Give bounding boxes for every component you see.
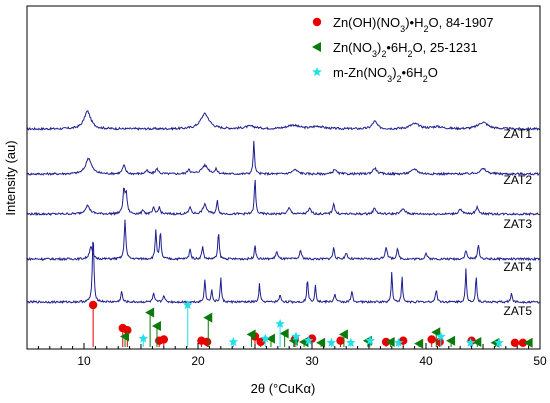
ref-marker [494, 337, 504, 347]
ref-marker [326, 337, 337, 347]
legend-item: m-Zn(NO3)2•6H2O [312, 65, 438, 84]
legend-marker-circle [312, 17, 322, 27]
ref-marker [303, 335, 314, 345]
series-label-zat5: ZAT5 [504, 304, 533, 318]
plot-frame [26, 5, 541, 350]
ref-marker [275, 318, 285, 328]
ref-marker [203, 312, 213, 323]
y-axis-label: Intensity (au) [3, 140, 18, 215]
legend-item: Zn(OH)(NO3)•H2O, 84-1907 [312, 15, 494, 34]
ref-marker [260, 333, 270, 343]
x-tick-label: 20 [191, 354, 205, 368]
ref-marker [279, 328, 289, 339]
ref-marker [151, 321, 161, 331]
x-tick-label: 30 [305, 354, 319, 368]
ref-marker [346, 337, 356, 347]
ref-marker [228, 337, 239, 346]
series-label-zat3: ZAT3 [504, 217, 533, 231]
legend-label: Zn(OH)(NO3)•H2O, 84-1907 [333, 15, 494, 34]
legend-marker-triangle-left [312, 42, 321, 52]
xrd-patterns: ZAT1 ZAT2 ZAT3 ZAT4 ZAT5 [26, 110, 540, 318]
ref-marker [365, 335, 375, 345]
series-label-zat4: ZAT4 [504, 260, 533, 274]
series-line-zat1 [26, 110, 540, 131]
ref-marker [145, 307, 155, 318]
ref-marker [523, 337, 533, 348]
ref-marker [159, 335, 168, 344]
series-line-zat4 [26, 219, 540, 262]
ref-marker [338, 329, 348, 340]
ref-marker [465, 337, 476, 347]
ref-marker [510, 338, 520, 347]
series-line-zat5 [26, 241, 540, 305]
ref-marker [518, 338, 528, 347]
legend-label: Zn(NO3)2•6H2O, 25-1231 [333, 40, 478, 59]
ref-marker [138, 333, 148, 343]
legend-item: Zn(NO3)2•6H2O, 25-1231 [312, 40, 478, 59]
x-tick-label: 10 [77, 354, 91, 368]
x-tick-label: 40 [419, 354, 433, 368]
ref-marker [385, 336, 395, 347]
ref-marker [291, 331, 301, 341]
x-tick-label: 50 [533, 354, 547, 368]
ref-marker [393, 337, 404, 347]
series-label-zat2: ZAT2 [504, 173, 533, 187]
series-label-zat1: ZAT1 [504, 127, 533, 141]
ref-marker [265, 333, 275, 344]
ref-marker [431, 327, 441, 338]
ref-marker [123, 326, 132, 335]
legend: Zn(OH)(NO3)•H2O, 84-1907 Zn(NO3)2•6H2O, 2… [312, 15, 494, 84]
legend-label: m-Zn(NO3)2•6H2O [333, 65, 438, 84]
x-axis: 10 20 30 40 50 [26, 343, 547, 368]
ref-marker [120, 331, 130, 342]
x-axis-label: 2θ (°CuKα) [251, 381, 316, 396]
series-line-zat3 [26, 179, 540, 217]
ref-marker [446, 335, 456, 346]
ref-marker [316, 337, 326, 348]
ref-marker [436, 331, 446, 341]
ref-marker [427, 335, 436, 344]
legend-marker-star [312, 67, 322, 76]
ref-marker [256, 337, 265, 347]
ref-marker [183, 300, 193, 309]
ref-marker [414, 338, 424, 349]
ref-marker [435, 337, 444, 347]
ref-marker [202, 337, 212, 347]
ref-marker [336, 336, 345, 345]
reference-patterns [88, 300, 533, 349]
ref-marker [246, 329, 256, 340]
ref-marker [472, 336, 482, 347]
series-line-zat2 [26, 140, 540, 177]
ref-marker [88, 300, 98, 310]
